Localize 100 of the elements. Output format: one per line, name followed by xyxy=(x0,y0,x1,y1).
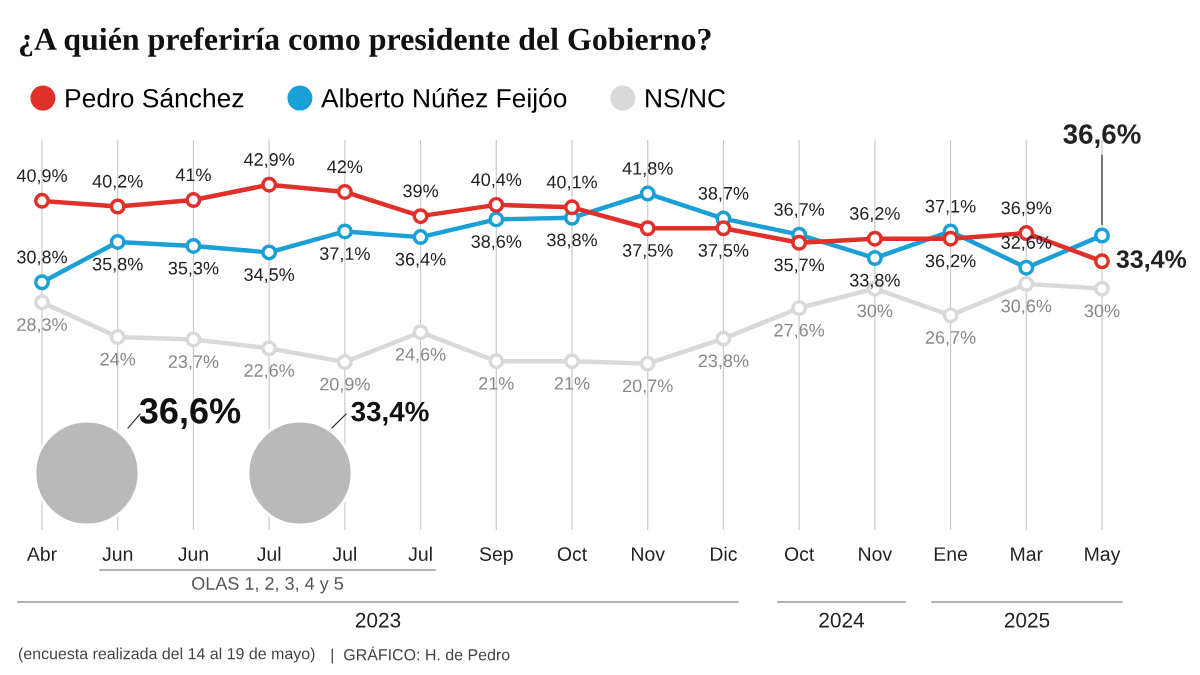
point xyxy=(488,211,505,228)
data-label: 35,8% xyxy=(92,257,143,273)
data-label: 34,5% xyxy=(244,268,295,284)
point xyxy=(866,250,883,267)
point xyxy=(564,199,580,216)
data-label: 36,6% xyxy=(1063,124,1141,148)
data-label: 40,2% xyxy=(92,174,143,190)
x-tick-label: Jul xyxy=(408,546,432,561)
point xyxy=(488,353,505,370)
x-tick-label: Oct xyxy=(557,547,587,561)
data-label: 33,4% xyxy=(1116,250,1187,272)
point xyxy=(942,230,959,247)
x-tick-label: Jun xyxy=(102,547,133,561)
data-label: 35,7% xyxy=(774,258,825,274)
x-tick-label: Jul xyxy=(257,546,281,561)
x-tick-label: Sep xyxy=(479,547,513,565)
point xyxy=(1018,259,1035,276)
text: | GRÁFICO: H. de Pedro xyxy=(331,646,510,664)
data-label: 21% xyxy=(479,376,514,390)
data-label: 30% xyxy=(857,304,893,318)
point xyxy=(488,196,505,213)
data-label: 42,9% xyxy=(243,153,295,169)
point xyxy=(261,244,278,261)
legend-label: Pedro Sánchez xyxy=(66,87,244,108)
point xyxy=(1094,253,1110,270)
x-tick-label: Jun xyxy=(178,547,208,561)
data-label: 32,6% xyxy=(1001,236,1052,252)
x-tick-label: Nov xyxy=(632,547,665,561)
data-label: 40,1% xyxy=(546,175,597,191)
point xyxy=(185,192,202,209)
data-label: 40,4% xyxy=(471,173,522,189)
data-label: 36,7% xyxy=(774,203,825,218)
data-label: 37,5% xyxy=(622,244,673,259)
point xyxy=(109,198,126,215)
x-tick-label: Ene xyxy=(934,547,968,561)
data-label: 20,7% xyxy=(623,379,673,395)
data-label: 30,6% xyxy=(1001,299,1052,315)
data-label: 42% xyxy=(327,160,363,174)
text: 36,6% xyxy=(139,398,241,429)
point xyxy=(261,176,278,193)
data-label: 40,9% xyxy=(16,169,67,185)
data-label: 30,8% xyxy=(17,250,67,266)
point xyxy=(639,185,656,202)
point xyxy=(715,220,732,237)
data-label: 22,6% xyxy=(244,364,295,379)
chart-title: ¿A quién preferiría como presidente del Gobierno? xyxy=(19,27,711,57)
point xyxy=(639,355,656,372)
point xyxy=(185,237,202,254)
data-label: 28,3% xyxy=(17,318,67,334)
legend-label: NS/NC xyxy=(646,88,726,108)
text: 2023 xyxy=(355,612,401,628)
point xyxy=(109,233,126,250)
data-label: 41% xyxy=(175,168,211,182)
data-label: 26,7% xyxy=(925,331,976,346)
point xyxy=(185,331,202,348)
data-label: 24,6% xyxy=(395,347,446,363)
point xyxy=(336,354,353,370)
data-label: 21% xyxy=(554,376,590,390)
data-label: 36,2% xyxy=(849,207,900,222)
point xyxy=(34,192,50,209)
point xyxy=(639,220,656,237)
x-tick-label: Mar xyxy=(1011,547,1043,561)
legend-label: Alberto Núñez Feijóo xyxy=(321,87,567,113)
data-label: 36,9% xyxy=(1001,201,1052,217)
point xyxy=(715,330,732,347)
x-tick-label: Oct xyxy=(784,547,815,561)
x-tick-label: Abr xyxy=(26,546,57,561)
x-tick-label: May xyxy=(1085,547,1121,565)
data-label: 20,9% xyxy=(320,377,370,393)
x-tick-label: Nov xyxy=(859,547,893,561)
point xyxy=(866,230,883,247)
text: OLAS 1, 2, 3, 4 y 5 xyxy=(192,577,344,594)
x-tick-label: Dic xyxy=(710,546,737,561)
data-label: 38,7% xyxy=(698,186,749,202)
text: 33,4% xyxy=(351,401,429,426)
data-label: 38,6% xyxy=(471,235,522,251)
data-label: 36,4% xyxy=(395,252,446,268)
data-label: 24% xyxy=(100,352,136,366)
point xyxy=(336,183,353,200)
data-label: 37,1% xyxy=(925,199,976,215)
point xyxy=(791,234,808,251)
point xyxy=(34,274,50,291)
data-label: 33,8% xyxy=(849,273,900,289)
point xyxy=(412,229,429,246)
data-label: 38,8% xyxy=(547,233,597,249)
point xyxy=(34,294,50,311)
data-label: 27,6% xyxy=(774,323,825,339)
point xyxy=(261,340,278,357)
data-label: 37,1% xyxy=(319,247,370,263)
point xyxy=(412,208,429,225)
point xyxy=(1094,280,1110,297)
point xyxy=(412,324,429,341)
point xyxy=(336,223,353,240)
data-label: 36,2% xyxy=(925,254,976,270)
point xyxy=(564,353,580,370)
point xyxy=(109,329,126,346)
data-label: 23,8% xyxy=(698,354,749,370)
x-tick-label: Jul xyxy=(332,546,356,561)
data-label: 30% xyxy=(1084,304,1120,318)
text: 2025 xyxy=(1004,612,1050,628)
